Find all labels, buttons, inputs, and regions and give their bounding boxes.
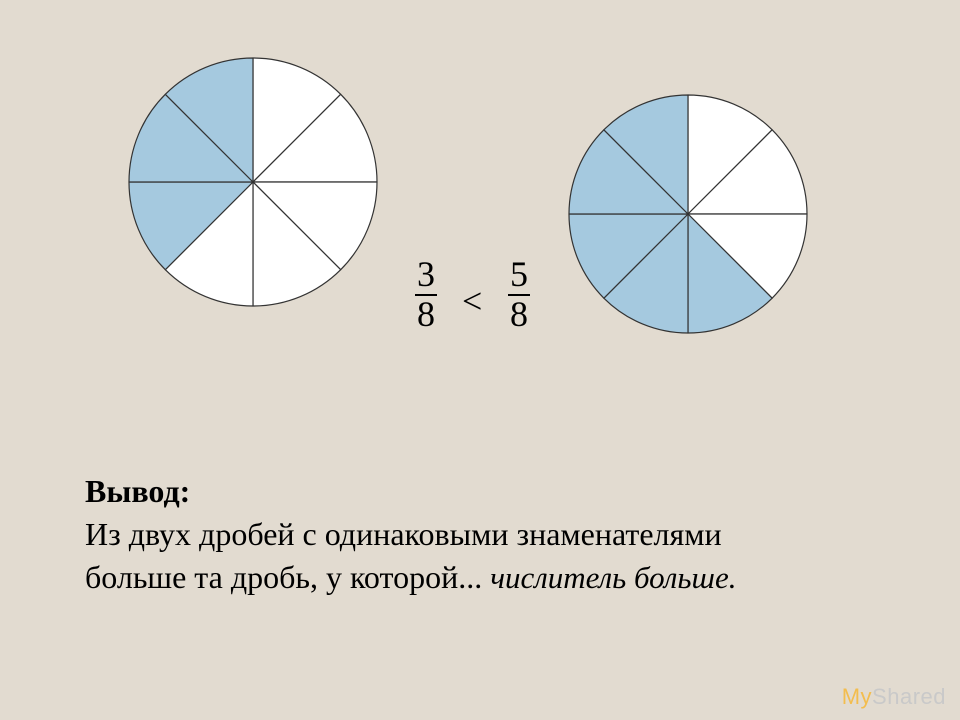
watermark: MyShared [842,684,946,710]
watermark-prefix: My [842,684,872,709]
fraction-left: 3 8 [415,256,437,334]
fraction-left-denominator: 8 [415,296,437,334]
conclusion-line2: больше та дробь, у которой... [85,559,482,595]
fraction-left-numerator: 3 [415,256,437,296]
watermark-rest: Shared [872,684,946,709]
conclusion-block: Вывод: Из двух дробей с одинаковыми знам… [85,470,885,600]
comparison-symbol: < [462,280,482,322]
pie-chart-left [127,56,379,308]
conclusion-heading: Вывод: [85,473,190,509]
conclusion-answer: числитель больше. [490,560,736,595]
fraction-right-numerator: 5 [508,256,530,296]
fraction-right-denominator: 8 [508,296,530,334]
conclusion-line1: Из двух дробей с одинаковыми знаменателя… [85,516,722,552]
fraction-right: 5 8 [508,256,530,334]
pie-chart-right [567,93,809,335]
